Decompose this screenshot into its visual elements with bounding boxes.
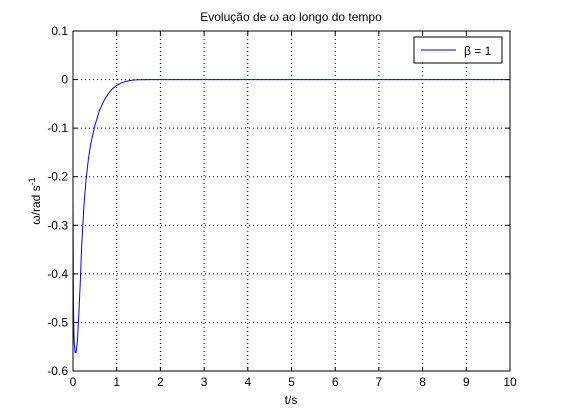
y-tick-label: 0	[61, 73, 68, 87]
x-axis-label: t/s	[285, 393, 298, 407]
y-tick-label: -0.4	[47, 267, 68, 281]
x-tick-label: 6	[332, 375, 339, 389]
x-tick-label: 8	[419, 375, 426, 389]
x-tick-labels: 0 1 2 3 4 5 6 7 8 9 10	[70, 375, 517, 389]
legend-label: β = 1	[464, 44, 492, 58]
x-tick-label: 0	[70, 375, 77, 389]
series-layer	[72, 79, 510, 354]
chart-title: Evolução de ω ao longo do tempo	[200, 10, 382, 24]
y-tick-label: -0.3	[47, 218, 68, 232]
y-tick-labels: 0.1 0 -0.1 -0.2 -0.3 -0.4 -0.5 -0.6	[47, 24, 68, 378]
y-axis-label: ω/rad s-1	[27, 177, 43, 224]
x-tick-label: 7	[376, 375, 383, 389]
y-axis-label-text: ω/rad s	[29, 185, 43, 224]
x-tick-label: 2	[157, 375, 164, 389]
x-tick-label: 1	[113, 375, 120, 389]
series-line	[72, 79, 510, 354]
y-tick-label: -0.6	[47, 364, 68, 378]
y-tick-label: -0.5	[47, 315, 68, 329]
y-axis-label-superscript: -1	[27, 177, 37, 185]
x-tick-label: 4	[244, 375, 251, 389]
y-tick-label: -0.2	[47, 170, 68, 184]
tick-marks	[72, 30, 511, 372]
x-tick-label: 10	[503, 375, 517, 389]
x-tick-label: 9	[463, 375, 470, 389]
grid-lines	[73, 31, 510, 371]
y-tick-label: -0.1	[47, 121, 68, 135]
x-tick-label: 3	[201, 375, 208, 389]
y-tick-label: 0.1	[51, 24, 68, 38]
legend: β = 1	[413, 36, 503, 64]
x-tick-label: 5	[288, 375, 295, 389]
